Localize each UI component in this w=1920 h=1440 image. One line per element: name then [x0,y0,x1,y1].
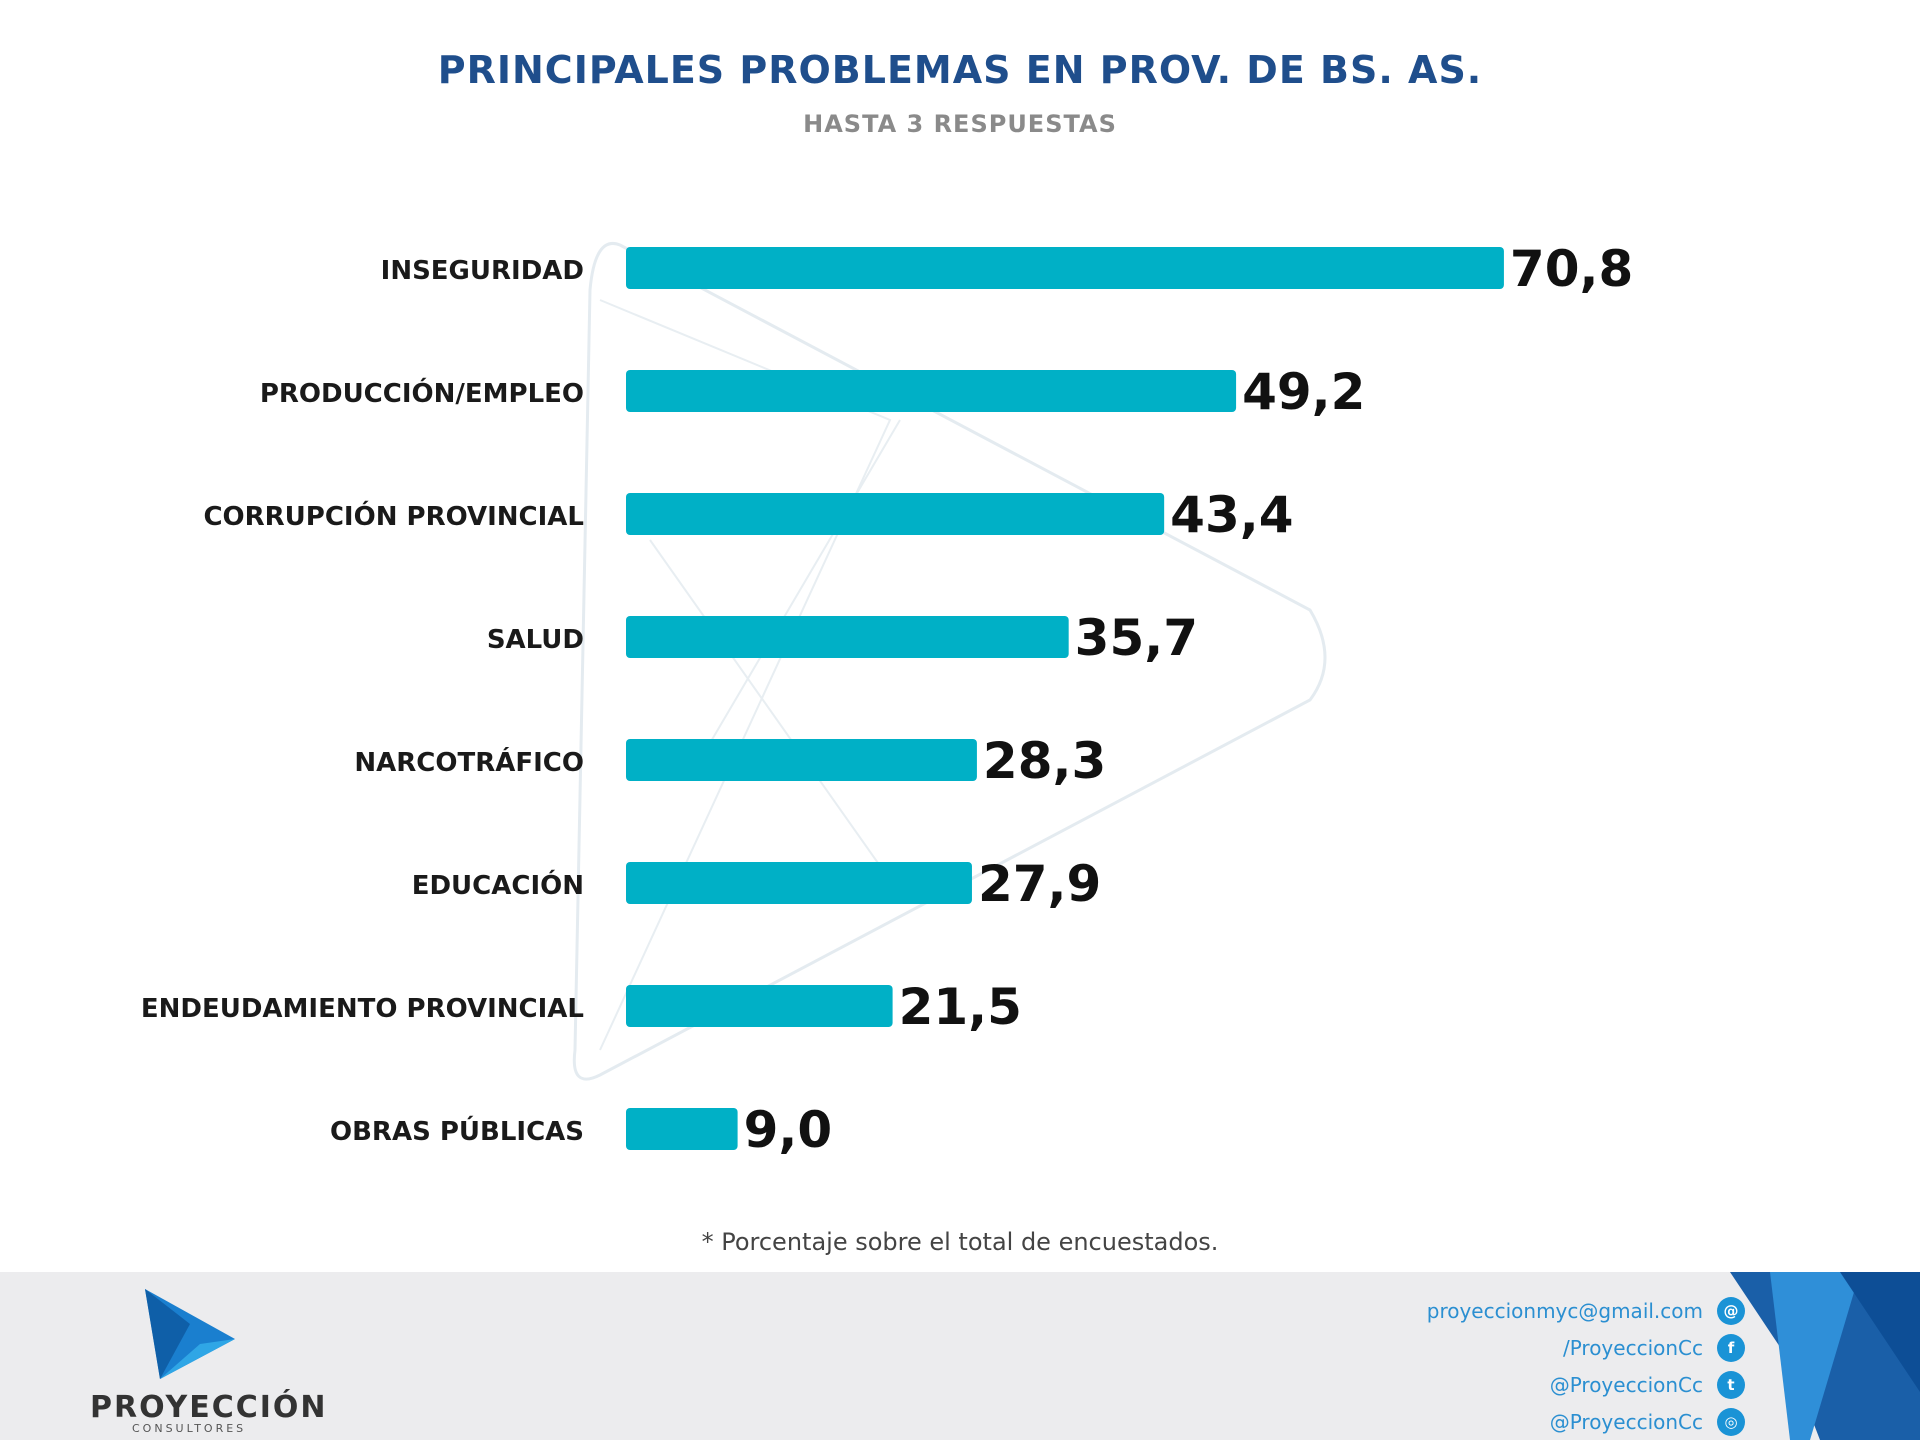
value-label: 21,5 [899,978,1022,1036]
category-label: NARCOTRÁFICO [354,746,584,778]
bar [626,370,1237,412]
chart-title: PRINCIPALES PROBLEMAS EN PROV. DE BS. AS… [437,48,1483,92]
bar [626,1108,738,1150]
category-label: ENDEUDAMIENTO PROVINCIAL [141,994,584,1024]
bar [626,862,972,904]
category-label: SALUD [487,625,584,655]
value-label: 27,9 [978,855,1101,913]
instagram-icon: ◎ [1717,1407,1745,1436]
contact-email[interactable]: proyeccionmyc@gmail.com @ [1427,1292,1745,1329]
value-label: 43,4 [1170,486,1293,544]
value-label: 28,3 [983,732,1106,790]
category-label: OBRAS PÚBLICAS [330,1115,584,1147]
facebook-icon: f [1717,1333,1745,1362]
value-label: 35,7 [1075,609,1198,667]
value-label: 70,8 [1510,240,1633,298]
chart-subtitle: HASTA 3 RESPUESTAS [803,110,1117,138]
contact-list: proyeccionmyc@gmail.com @ /ProyeccionCc … [1427,1292,1745,1440]
bar [626,247,1504,289]
category-label: EDUCACIÓN [412,869,584,901]
value-label: 9,0 [744,1101,833,1159]
bar [626,616,1069,658]
contact-email-text: proyeccionmyc@gmail.com [1426,1298,1703,1323]
category-label: PRODUCCIÓN/EMPLEO [260,377,584,409]
proyeccion-logo-icon [145,1289,235,1379]
twitter-icon: t [1717,1370,1745,1399]
bar [626,985,893,1027]
email-icon: @ [1717,1296,1745,1325]
footnote: * Porcentaje sobre el total de encuestad… [701,1228,1219,1256]
contact-twitter-text: @ProyeccionCc [1549,1372,1703,1397]
contact-facebook-text: /ProyeccionCc [1562,1335,1703,1360]
brand-subtitle: CONSULTORES [132,1422,247,1435]
category-label: CORRUPCIÓN PROVINCIAL [203,500,584,532]
category-label: INSEGURIDAD [381,256,584,286]
contact-instagram[interactable]: @ProyeccionCc ◎ [1427,1403,1745,1440]
bar [626,739,977,781]
contact-twitter[interactable]: @ProyeccionCc t [1427,1366,1745,1403]
footer: PROYECCIÓN CONSULTORES proyeccionmyc@gma… [0,1272,1920,1440]
contact-instagram-text: @ProyeccionCc [1549,1409,1703,1434]
bar-chart: INSEGURIDAD 70,8 PRODUCCIÓN/EMPLEO 49,2 CORR… [141,240,1633,1159]
bar [626,493,1165,535]
contact-facebook[interactable]: /ProyeccionCc f [1427,1329,1745,1366]
value-label: 49,2 [1242,363,1365,421]
corner-decoration [1730,1272,1920,1440]
brand-name: PROYECCIÓN [90,1390,328,1425]
